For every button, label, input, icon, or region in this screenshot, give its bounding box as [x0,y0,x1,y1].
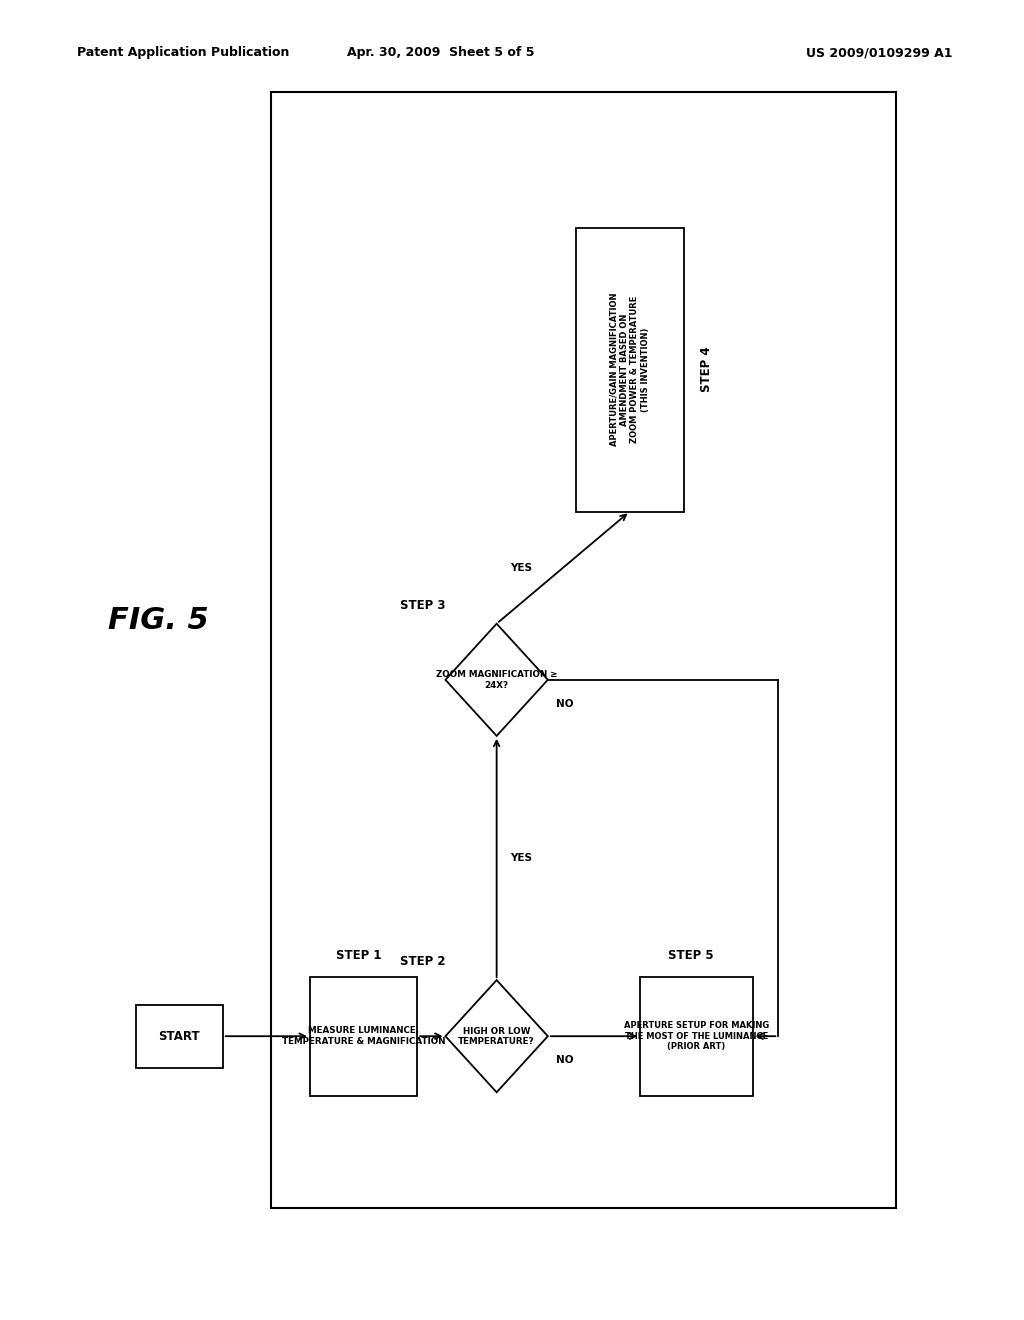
Text: APERTURE SETUP FOR MAKING
THE MOST OF THE LUMINANCE
(PRIOR ART): APERTURE SETUP FOR MAKING THE MOST OF TH… [624,1022,769,1051]
FancyBboxPatch shape [640,977,753,1096]
Text: YES: YES [510,562,531,573]
Text: FIG. 5: FIG. 5 [109,606,209,635]
Polygon shape [445,979,548,1093]
Text: APERTURE/GAIN MAGNIFICATION
AMENDMENT BASED ON
ZOOM POWER & TEMPERATURE
(THIS IN: APERTURE/GAIN MAGNIFICATION AMENDMENT BA… [609,293,650,446]
FancyBboxPatch shape [575,227,684,512]
Text: START: START [159,1030,200,1043]
Text: Apr. 30, 2009  Sheet 5 of 5: Apr. 30, 2009 Sheet 5 of 5 [346,46,535,59]
Text: NO: NO [556,1055,573,1065]
Text: STEP 4: STEP 4 [699,347,713,392]
Text: NO: NO [556,698,573,709]
Text: ZOOM MAGNIFICATION ≥
24X?: ZOOM MAGNIFICATION ≥ 24X? [436,671,557,689]
Text: STEP 1: STEP 1 [336,949,381,962]
Text: Patent Application Publication: Patent Application Publication [77,46,289,59]
FancyBboxPatch shape [309,977,418,1096]
Text: STEP 2: STEP 2 [400,956,445,968]
Text: YES: YES [510,853,531,863]
Polygon shape [445,624,548,737]
FancyBboxPatch shape [135,1005,222,1068]
Text: STEP 5: STEP 5 [669,949,714,962]
Text: MEASURE LUMINANCE,
TEMPERATURE & MAGNIFICATION: MEASURE LUMINANCE, TEMPERATURE & MAGNIFI… [282,1027,445,1045]
Text: HIGH OR LOW
TEMPERATURE?: HIGH OR LOW TEMPERATURE? [459,1027,535,1045]
FancyBboxPatch shape [271,92,896,1208]
Text: STEP 3: STEP 3 [400,599,445,611]
Text: US 2009/0109299 A1: US 2009/0109299 A1 [806,46,952,59]
